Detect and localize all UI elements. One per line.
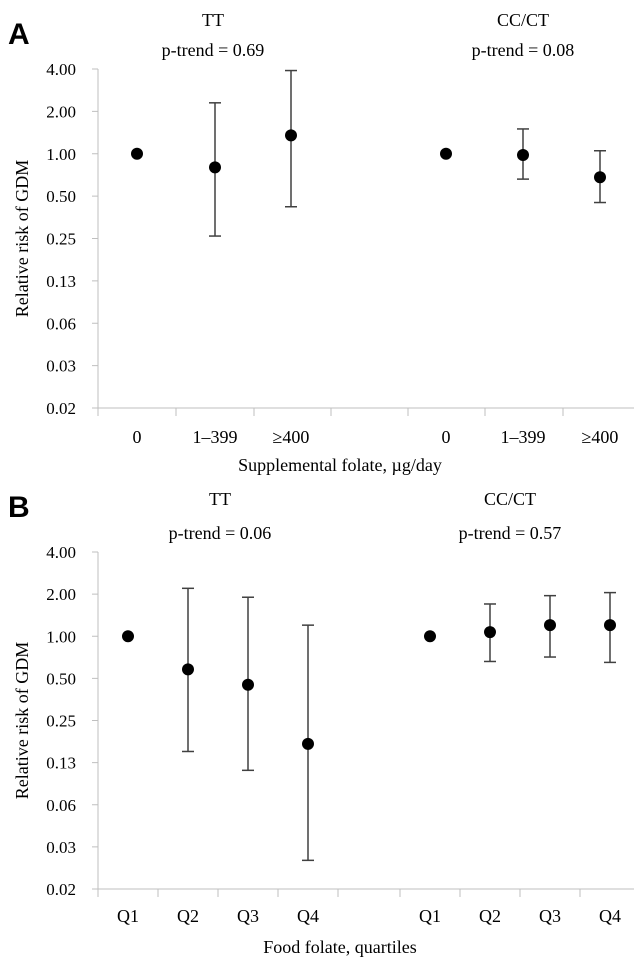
x-tick-label: Q4 (297, 906, 319, 926)
data-point (517, 148, 529, 161)
y-tick-label: 4.00 (46, 543, 76, 562)
data-point (544, 619, 556, 632)
data-point (604, 619, 616, 632)
y-tick-label: 0.50 (46, 669, 76, 688)
panel-a: A 4.00 2.00 1.00 0.50 0.25 0.13 0.06 0.03 0.02 Rel… (8, 10, 634, 475)
group-title: TT (202, 10, 224, 30)
data-point (209, 161, 221, 174)
y-tick-label: 0.50 (46, 187, 76, 206)
data-point (484, 626, 496, 639)
y-tick-label: 2.00 (46, 585, 76, 604)
group-title: CC/CT (497, 10, 549, 30)
x-tick-label: Q1 (419, 906, 441, 926)
x-tick-label: Q2 (177, 906, 199, 926)
x-tick-label: 0 (442, 427, 451, 447)
y-tick-label: 0.03 (46, 357, 76, 376)
data-point (424, 630, 436, 643)
data-point (122, 630, 134, 643)
y-tick-label: 0.25 (46, 230, 76, 249)
y-tick-label: 0.13 (46, 272, 76, 291)
group-subtitle: p-trend = 0.08 (472, 40, 575, 60)
y-tick-label: 0.06 (46, 796, 76, 815)
y-axis-label: Relative risk of GDM (12, 642, 32, 799)
x-tick-label: ≥400 (582, 427, 619, 447)
group-subtitle: p-trend = 0.69 (162, 40, 265, 60)
data-point (302, 737, 314, 750)
x-tick-label: ≥400 (273, 427, 310, 447)
y-tick-label: 0.06 (46, 314, 76, 333)
y-tick-label: 0.03 (46, 838, 76, 857)
y-tick-label: 2.00 (46, 102, 76, 121)
x-axis-label: Food folate, quartiles (263, 937, 416, 957)
x-tick-label: 1–399 (501, 427, 546, 447)
data-point (594, 171, 606, 184)
x-tick-label: Q1 (117, 906, 139, 926)
x-tick-label: Q3 (237, 906, 259, 926)
group-title: TT (209, 489, 231, 509)
x-tick-label: Q2 (479, 906, 501, 926)
y-tick-label: 0.25 (46, 712, 76, 731)
y-tick-label: 0.02 (46, 880, 76, 899)
x-tick-label: Q3 (539, 906, 561, 926)
data-point (242, 678, 254, 691)
group-subtitle: p-trend = 0.57 (459, 523, 562, 543)
panel-letter: A (8, 18, 30, 51)
data-point (285, 129, 297, 142)
y-tick-label: 4.00 (46, 60, 76, 79)
x-tick-label: Q4 (599, 906, 621, 926)
group-subtitle: p-trend = 0.06 (169, 523, 272, 543)
y-tick-label: 1.00 (46, 145, 76, 164)
data-point (131, 147, 143, 160)
panel-letter: B (8, 491, 30, 524)
x-tick-label: 1–399 (193, 427, 238, 447)
y-tick-label: 1.00 (46, 627, 76, 646)
group-title: CC/CT (484, 489, 536, 509)
data-point (182, 663, 194, 676)
x-axis-label: Supplemental folate, µg/day (238, 455, 442, 475)
y-tick-label: 0.02 (46, 399, 76, 418)
x-tick-label: 0 (133, 427, 142, 447)
data-point (440, 147, 452, 160)
y-axis-label: Relative risk of GDM (12, 160, 32, 317)
panel-b: B 4.00 2.00 1.00 0.50 0.25 0.13 0.06 0.03 0.02 Rel… (8, 489, 634, 957)
y-tick-label: 0.13 (46, 754, 76, 773)
